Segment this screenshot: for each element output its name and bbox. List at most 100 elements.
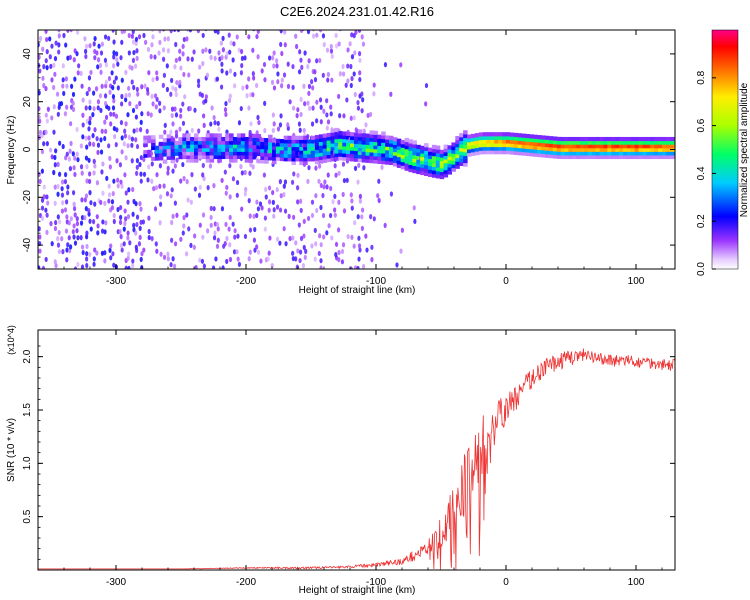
spectrogram-ridge-cell [552,136,558,141]
spectrogram-ridge-cell [599,140,605,145]
spectrogram-ridge-cell [428,158,433,163]
spectrogram-ridge-cell [353,136,359,141]
spectrogram-noise-cell [299,111,303,118]
spectrogram-ridge-cell [268,152,273,157]
spectrogram-ridge-cell [170,151,176,157]
spectrogram-noise-cell [38,54,41,60]
spectrogram-noise-cell [131,186,135,193]
spectrogram-ridge-cell [552,143,558,148]
spectrogram-ridge-cell [229,151,234,156]
spectrogram-noise-cell [142,32,146,39]
spectrogram-noise-cell [307,90,311,97]
spectrogram-noise-cell [325,112,329,118]
spectrogram-ridge-cell [209,154,215,160]
spectrogram-ridge-cell [256,141,261,146]
spectrogram-ridge-cell [451,156,456,161]
spectrogram-noise-cell [84,48,88,54]
spectrogram-ridge-cell [494,150,499,155]
spectrogram-ridge-cell [311,153,316,158]
spectrogram-ridge-cell [626,151,632,156]
spectrogram-noise-cell [296,248,300,254]
spectrogram-noise-cell [345,177,349,183]
spectrogram-noise-cell [123,220,127,227]
spectrogram-noise-cell [124,97,128,103]
spectrogram-noise-cell [206,228,210,234]
spectrogram-ridge-cell [229,154,234,160]
spectrogram-noise-cell [49,221,53,227]
spectrogram-noise-cell [123,128,127,134]
spectrogram-noise-cell [298,257,302,264]
spectrogram-ridge-cell [595,144,601,149]
spectrogram-ridge-cell [186,140,191,145]
spectrogram-ridge-cell [447,159,452,164]
spectrogram-ridge-cell [389,142,394,148]
spectrogram-ridge-cell [463,162,468,167]
spectrogram-ridge-cell [330,157,335,162]
spectrogram-ridge-cell [626,136,632,142]
spectrogram-ridge-cell [560,140,566,145]
spectrogram-noise-cell [200,92,205,98]
spectrogram-ridge-cell [217,136,222,142]
spectrogram-ridge-cell [303,139,308,144]
spectrogram-ridge-cell [252,133,257,138]
spectrogram-noise-cell [124,121,128,127]
spectrogram-noise-cell [262,61,267,68]
spectrogram-ridge-cell [361,154,367,159]
spectrogram-noise-cell [109,243,113,249]
spectrogram-noise-cell [345,97,349,103]
spectrogram-ridge-cell [615,136,620,142]
spectrogram-ridge-cell [673,154,675,160]
spectrogram-ridge-cell [580,144,585,149]
spectrogram-noise-cell [228,256,233,263]
spectrogram-noise-cell [142,156,146,163]
spectrogram-noise-cell [259,258,263,264]
spectrogram-noise-cell [66,184,70,190]
spectrogram-ridge-cell [548,139,554,144]
spectrogram-noise-cell [310,79,314,85]
spectrogram-ridge-cell [451,167,456,172]
spectrogram-ridge-cell [408,150,413,155]
spectrogram-ridge-cell [529,134,534,139]
spectrogram-noise-cell [312,30,315,32]
spectrogram-noise-cell [126,235,130,241]
spectrogram-noise-cell [186,56,190,62]
spectrogram-ridge-cell [240,144,246,149]
spectrogram-noise-cell [278,122,283,128]
spectrogram-noise-cell [182,214,186,221]
spectrogram-noise-cell [150,178,154,184]
spectrogram-ridge-cell [435,145,441,150]
spectrogram-ridge-cell [584,147,589,152]
spectrogram-ridge-cell [517,151,523,156]
spectrogram-ridge-cell [646,136,651,142]
spectrogram-noise-cell [165,191,170,197]
spectrogram-noise-cell [208,48,212,54]
spectrogram-noise-cell [276,71,280,77]
spectrogram-noise-cell [75,216,79,222]
spectrogram-noise-cell [126,255,130,261]
spectrogram-ridge-cell [517,140,523,145]
spectrogram-noise-cell [182,223,186,229]
spectrogram-ridge-cell [186,136,191,142]
spectrogram-noise-cell [197,192,202,198]
spectrogram-y-label: Frequency (Hz) [6,116,17,185]
spectrogram-noise-cell [192,49,196,55]
spectrogram-noise-cell [40,205,45,211]
spectrogram-noise-cell [40,197,45,203]
spectrogram-ridge-cell [155,145,160,150]
spectrogram-ridge-cell [638,154,644,160]
spectrogram-ridge-cell [174,151,179,156]
spectrogram-ridge-cell [482,132,488,137]
spectrogram-ridge-cell [318,145,324,150]
spectrogram-noise-cell [297,69,302,75]
spectrogram-noise-cell [116,177,120,183]
spectrogram-noise-cell [111,251,115,257]
spectrogram-ridge-cell [373,159,378,164]
spectrogram-ridge-cell [264,148,269,154]
spectrogram-ridge-cell [435,152,441,157]
spectrogram-ridge-cell [404,166,410,171]
spectrogram-noise-cell [325,125,329,131]
x-tick-label: -100 [366,577,386,588]
spectrogram-noise-cell [292,171,296,177]
spectrogram-noise-cell [84,193,89,199]
spectrogram-noise-cell [96,57,101,63]
